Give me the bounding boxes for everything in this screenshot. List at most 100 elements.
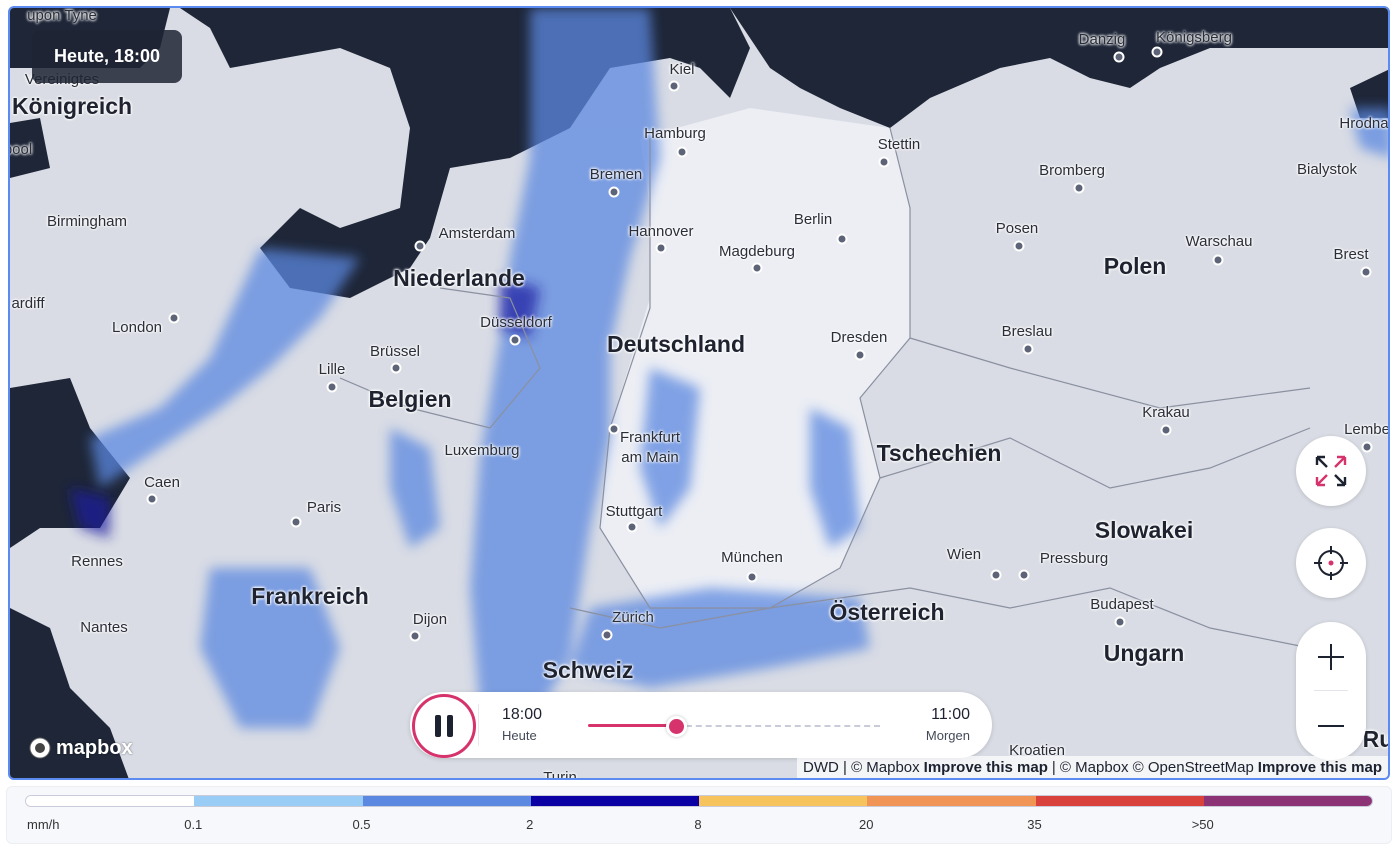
locate-button[interactable]: [1296, 528, 1366, 598]
legend-tick: >50: [1191, 817, 1214, 832]
crosshair-icon: [1314, 546, 1348, 580]
improve-map-link[interactable]: Improve this map: [1257, 758, 1382, 776]
minus-icon: [1318, 724, 1344, 727]
country-label: Niederlande: [393, 265, 525, 291]
city-dot: [168, 312, 180, 324]
country-label: Königreich: [11, 93, 133, 119]
timeline-track[interactable]: [588, 724, 880, 727]
city-dot: [1361, 441, 1373, 453]
city-dot: [1022, 343, 1034, 355]
legend-color-scale: [25, 795, 1373, 807]
city-label: Magdeburg: [719, 243, 795, 260]
city-dot: [290, 516, 302, 528]
city-dot: [1114, 616, 1126, 628]
city-dot: [626, 521, 638, 533]
divider: [478, 704, 479, 746]
legend-unit: mm/h: [27, 817, 60, 832]
city-label: Brest: [1333, 246, 1369, 263]
city-dot: [326, 381, 338, 393]
country-label: Ru: [1362, 726, 1388, 752]
city-dot: [668, 80, 680, 92]
timeline-handle[interactable]: [665, 716, 687, 737]
end-time: 11:00 Morgen: [925, 706, 970, 743]
country-label: Deutschland: [606, 331, 746, 357]
radar-map[interactable]: upon TyneVereinigtespoolBirminghamLondon…: [8, 6, 1390, 780]
city-dot: [414, 240, 426, 252]
legend-tick: 20: [859, 817, 874, 832]
city-dot: [1073, 182, 1085, 194]
city-label: Bromberg: [1039, 162, 1105, 179]
city-label: Lille: [318, 361, 346, 378]
city-label: Stettin: [877, 136, 921, 153]
city-dot: [1160, 424, 1172, 436]
zoom-in-button[interactable]: [1296, 622, 1366, 691]
city-label: Bialystok: [1296, 161, 1358, 178]
city-label: Wien: [946, 546, 982, 563]
city-label: Dijon: [412, 611, 448, 628]
legend-tick: 0.1: [184, 817, 203, 832]
city-label: Krakau: [1142, 404, 1190, 421]
legend-swatch: [1035, 796, 1204, 806]
legend-swatch: [867, 796, 1036, 806]
fullscreen-button[interactable]: [1296, 436, 1366, 506]
city-label: Düsseldorf: [480, 314, 552, 331]
city-label: ardiff: [11, 295, 45, 312]
country-label: Tschechien: [876, 440, 1002, 466]
country-label: Schweiz: [542, 657, 634, 683]
city-label: Frankfurt am Main: [619, 429, 681, 466]
zoom-out-button[interactable]: [1296, 691, 1366, 760]
legend-tick: 2: [526, 817, 534, 832]
city-dot: [146, 493, 158, 505]
city-label: Caen: [144, 474, 180, 491]
country-label: Polen: [1103, 253, 1167, 279]
city-label: Zürich: [612, 609, 654, 626]
city-label: Hamburg: [644, 125, 706, 142]
city-label: Brüssel: [369, 343, 421, 360]
timeline-progress: [588, 724, 676, 727]
city-label: pool: [10, 141, 33, 158]
improve-map-link[interactable]: Improve this map: [923, 758, 1048, 776]
country-label: Belgien: [368, 386, 452, 412]
plus-icon: [1318, 643, 1344, 670]
city-dot: [608, 423, 620, 435]
city-label: Birmingham: [46, 213, 128, 230]
city-dot: [1113, 51, 1125, 63]
legend-swatch: [699, 796, 868, 806]
city-label: München: [721, 549, 783, 566]
city-label: Nantes: [80, 619, 128, 636]
city-label: Lembe: [1344, 421, 1390, 438]
country-label: Österreich: [829, 599, 945, 625]
city-dot: [390, 362, 402, 374]
city-dot: [746, 571, 758, 583]
city-label: Rennes: [71, 553, 123, 570]
borders: [339, 127, 1311, 649]
city-label: Pressburg: [1039, 550, 1109, 567]
mapbox-logo[interactable]: mapbox: [28, 736, 133, 760]
legend-swatch: [26, 796, 195, 806]
city-dot: [1013, 240, 1025, 252]
divider: [1314, 690, 1348, 691]
pause-icon: [435, 715, 441, 737]
city-label: Budapest: [1090, 596, 1154, 613]
city-label: Dresden: [830, 329, 888, 346]
city-dot: [409, 630, 421, 642]
city-dot: [1151, 46, 1163, 58]
city-dot: [751, 262, 763, 274]
country-label: Ungarn: [1103, 640, 1185, 666]
city-dot: [854, 349, 866, 361]
city-label: Berlin: [793, 211, 833, 228]
city-label: Stuttgart: [605, 503, 663, 520]
city-label: Hrodna: [1339, 115, 1389, 132]
legend-tick: 0.5: [352, 817, 371, 832]
legend-tick: 8: [694, 817, 702, 832]
city-dot: [1018, 569, 1030, 581]
city-dot: [1212, 254, 1224, 266]
city-label: Danzig: [1078, 31, 1126, 48]
city-label: Warschau: [1185, 233, 1253, 250]
legend-swatch: [1203, 796, 1372, 806]
city-label: Bremen: [589, 166, 643, 183]
pause-button[interactable]: [412, 694, 476, 758]
city-label: Turin: [543, 769, 577, 780]
city-dot: [836, 233, 848, 245]
city-dot: [608, 186, 620, 198]
